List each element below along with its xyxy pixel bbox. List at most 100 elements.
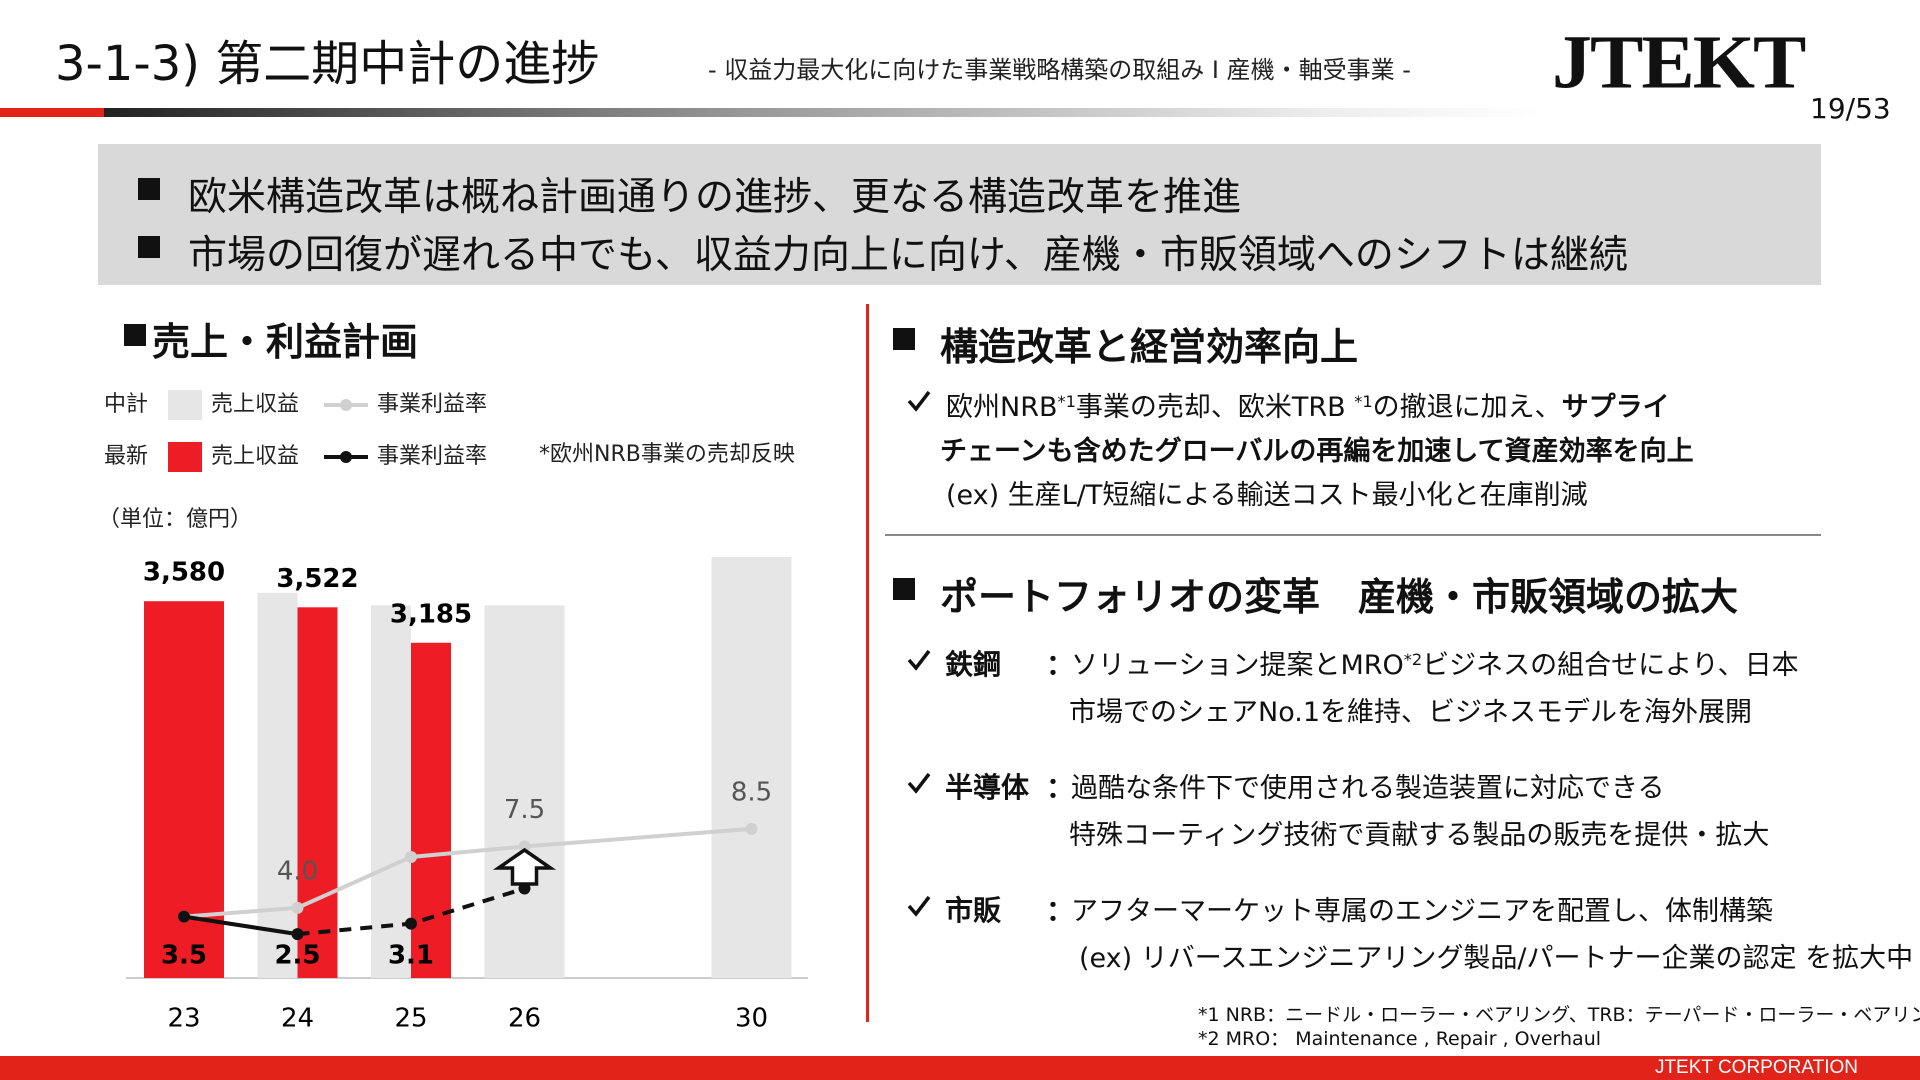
page-number: 19/53: [1810, 92, 1891, 125]
bar: [484, 605, 565, 978]
banner-bullet: 市場の回復が遅れる中でも、収益力向上に向け、産機・市販領域へのシフトは継続: [188, 233, 1628, 278]
line-marker: [291, 901, 304, 914]
data-label: 2.5: [274, 941, 320, 971]
slide-title: 3-1-3) 第二期中計の進捗: [55, 36, 600, 92]
check-stroke: [907, 390, 931, 412]
legend-swatch-marker: [340, 451, 352, 463]
unit-label: （単位：億円）: [98, 507, 252, 532]
text-line: チェーンも含めたグローバルの再編を加速して資産効率を向上: [940, 429, 1694, 468]
chart: （単位：億円） *欧州NRB事業の売却反映 23 24 25 26 30 3,580 3,5…: [98, 390, 808, 1034]
slide-subtitle: - 収益力最大化に向けた事業戦略構築の取組み I 産機・軸受事業 -: [708, 56, 1411, 84]
check-stroke: [907, 772, 931, 794]
line-marker: [518, 840, 531, 853]
footnote: *1 NRB：ニードル・ローラー・ベアリング、TRB：テーパード・ローラー・ベア…: [1198, 1004, 1920, 1026]
text-line: (ex) 生産L/T短縮による輸送コスト最小化と在庫削減: [946, 473, 1588, 512]
item-label: 市販: [945, 894, 1002, 927]
section-title: 売上・利益計画: [152, 320, 419, 364]
data-label: 8.5: [731, 777, 772, 807]
bar: [711, 557, 792, 978]
text-line: 欧州NRB*1事業の売却、欧米TRB *1の撤退に加え、サプライ: [946, 385, 1670, 424]
check-stroke: [907, 895, 931, 917]
up-arrow-icon: [492, 847, 557, 886]
text-run: ビジネスの組合せにより、日本: [1422, 650, 1799, 681]
text-line: 過酷な条件下で使用される製造装置に対応できる: [1071, 766, 1664, 805]
data-label: 4.0: [277, 856, 318, 886]
bullet-square: [893, 578, 915, 600]
footer-text: JTEKT CORPORATION: [1654, 1057, 1858, 1078]
data-label: 7.5: [504, 795, 545, 825]
chart-note: *欧州NRB事業の売却反映: [539, 442, 795, 467]
bullet-square: [138, 236, 160, 258]
superscript: *1: [1354, 392, 1373, 412]
x-tick-label: 30: [735, 1004, 768, 1034]
separator: [885, 534, 1821, 536]
header-bar-red: [0, 108, 104, 117]
check-icon: [907, 649, 931, 671]
section-title: 構造改革と経営効率向上: [940, 325, 1359, 369]
legend-group: 中計: [104, 392, 148, 417]
legend-label: 事業利益率: [377, 392, 487, 417]
legend-swatch: [168, 442, 202, 472]
text-line: ソリューション提案とMRO*2ビジネスの組合せにより、日本: [1071, 643, 1799, 682]
legend-swatch: [168, 390, 202, 420]
section-title: ポートフォリオの変革 産機・市販領域の拡大: [940, 575, 1739, 619]
text-run: チェーンも含めたグローバルの再編を加速して資産効率を向上: [940, 436, 1694, 467]
text-run: サプライ: [1561, 392, 1670, 423]
check-stroke: [907, 649, 931, 671]
line-marker: [178, 910, 190, 923]
item-label: 鉄鋼: [945, 648, 1002, 681]
logo: JTEKT: [1552, 21, 1806, 105]
text-run: ソリューション提案とMRO: [1071, 650, 1404, 681]
item-separator: ：: [1046, 894, 1075, 927]
line-marker: [291, 928, 304, 941]
text-run: 市場でのシェアNo.1を維持、ビジネスモデルを海外展開: [1069, 697, 1753, 728]
legend-group: 最新: [104, 444, 148, 469]
line-marker: [405, 917, 417, 930]
text-run: (ex) リバースエンジニアリング製品/パートナー企業の認定 を拡大中: [1079, 943, 1914, 974]
text-run: 欧州NRB: [946, 392, 1058, 423]
legend-label: 売上収益: [211, 444, 299, 469]
check-icon: [907, 895, 931, 917]
text-run: (ex) 生産L/T短縮による輸送コスト最小化と在庫削減: [946, 480, 1588, 511]
bullet-square: [124, 324, 146, 346]
text-line: (ex) リバースエンジニアリング製品/パートナー企業の認定 を拡大中: [1079, 936, 1913, 975]
x-tick-label: 23: [167, 1004, 200, 1034]
check-icon: [907, 390, 931, 412]
item-separator: ：: [1046, 771, 1075, 804]
banner: [98, 144, 1821, 285]
x-tick-label: 25: [394, 1004, 427, 1034]
bar: [297, 607, 338, 978]
item-label: 半導体: [945, 771, 1030, 804]
text-line: 市場でのシェアNo.1を維持、ビジネスモデルを海外展開: [1069, 690, 1752, 729]
header-bar: [104, 108, 1544, 117]
bar: [411, 642, 451, 978]
data-label: 3.1: [388, 941, 434, 971]
text-run: 特殊コーティング技術で貢献する製品の販売を提供・拡大: [1069, 820, 1770, 851]
text-run: アフターマーケット専属のエンジニアを配置し、体制構築: [1071, 896, 1773, 927]
footer-bar: [0, 1056, 1920, 1080]
line-marker: [405, 850, 417, 863]
bullet-square: [138, 178, 160, 200]
footnote: *2 MRO： Maintenance , Repair , Overhaul: [1198, 1028, 1602, 1050]
bullet-square: [893, 328, 915, 350]
item-separator: ：: [1046, 648, 1075, 681]
x-tick-label: 26: [508, 1004, 541, 1034]
superscript: *2: [1403, 650, 1423, 670]
line: [183, 914, 298, 937]
legend-swatch-marker: [340, 399, 352, 411]
superscript: *1: [1057, 392, 1076, 412]
bar: [257, 592, 298, 978]
data-label: 3,185: [390, 599, 472, 629]
divider: [866, 304, 869, 1022]
check-icon: [907, 772, 931, 794]
text-run: の撤退に加え、: [1372, 392, 1562, 423]
x-tick-label: 24: [281, 1004, 314, 1034]
legend-label: 事業利益率: [377, 444, 487, 469]
bar: [371, 605, 411, 978]
banner-bullet: 欧米構造改革は概ね計画通りの進捗、更なる構造改革を推進: [188, 175, 1242, 220]
text-run: 過酷な条件下で使用される製造装置に対応できる: [1071, 773, 1665, 804]
text-line: アフターマーケット専属のエンジニアを配置し、体制構築: [1071, 889, 1773, 928]
text-run: 事業の売却、欧米TRB: [1075, 392, 1355, 423]
data-label: 3,580: [143, 558, 225, 588]
